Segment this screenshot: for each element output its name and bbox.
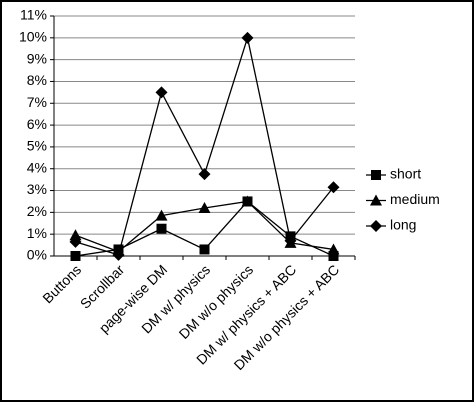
y-tick-label: 3% bbox=[27, 181, 47, 197]
y-tick-label: 6% bbox=[27, 116, 47, 132]
marker bbox=[327, 243, 340, 255]
y-tick-label: 0% bbox=[27, 247, 47, 263]
marker bbox=[199, 244, 210, 255]
marker bbox=[69, 235, 82, 248]
y-tick-label: 7% bbox=[27, 94, 47, 110]
marker bbox=[156, 223, 167, 234]
y-tick-label: 9% bbox=[27, 50, 47, 66]
y-tick-label: 1% bbox=[27, 225, 47, 241]
marker bbox=[371, 170, 381, 180]
marker bbox=[328, 251, 339, 261]
marker bbox=[69, 229, 82, 241]
legend-label: short bbox=[390, 166, 421, 182]
legend-label: medium bbox=[390, 191, 440, 207]
marker bbox=[241, 195, 254, 207]
marker bbox=[70, 251, 81, 261]
marker bbox=[327, 181, 340, 194]
y-tick-label: 11% bbox=[20, 7, 47, 23]
marker bbox=[198, 202, 211, 213]
y-tick-label: 8% bbox=[27, 72, 47, 88]
marker bbox=[241, 31, 254, 44]
y-tick-label: 2% bbox=[27, 203, 47, 219]
marker bbox=[284, 234, 297, 247]
y-tick-label: 10% bbox=[19, 29, 47, 45]
y-tick-label: 5% bbox=[27, 138, 47, 154]
marker bbox=[198, 168, 211, 181]
marker bbox=[370, 194, 382, 206]
marker bbox=[112, 248, 125, 261]
legend-label: long bbox=[390, 217, 416, 233]
y-tick-label: 4% bbox=[27, 159, 47, 175]
marker bbox=[155, 209, 168, 221]
marker bbox=[155, 86, 168, 99]
marker bbox=[370, 220, 382, 232]
